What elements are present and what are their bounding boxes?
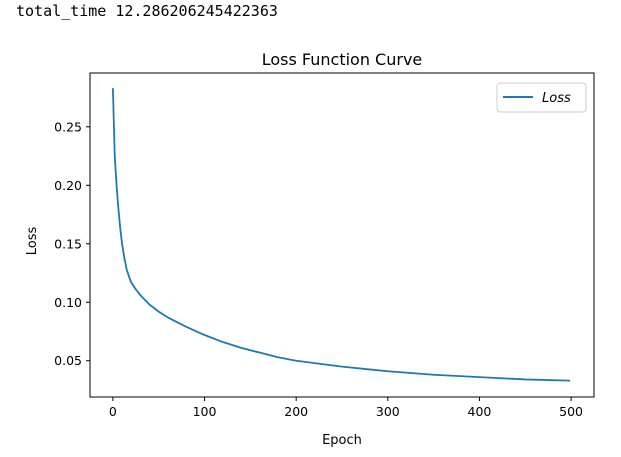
cell-output-text: total_time 12.286206245422363 <box>16 2 278 20</box>
y-axis-label: Loss <box>25 227 40 256</box>
y-axis-ticks: 0.05 0.10 0.15 0.20 0.25 <box>54 119 90 368</box>
legend-label-loss: Loss <box>542 91 571 106</box>
loss-series-line <box>112 88 571 382</box>
x-tick-label: 100 <box>193 404 217 419</box>
x-tick-label: 400 <box>468 404 492 419</box>
y-tick-label: 0.05 <box>54 353 82 368</box>
plot-area <box>89 72 595 398</box>
y-tick-label: 0.10 <box>54 295 82 310</box>
y-tick-label: 0.20 <box>54 178 82 193</box>
x-tick-label: 500 <box>559 404 583 419</box>
x-tick-label: 300 <box>376 404 400 419</box>
y-tick-label: 0.15 <box>54 236 82 251</box>
legend: Loss <box>496 82 587 113</box>
total-time-value: 12.286206245422363 <box>115 2 278 20</box>
chart-title: Loss Function Curve <box>262 50 423 69</box>
x-tick-label: 200 <box>284 404 308 419</box>
x-axis-ticks: 0 100 200 300 400 500 <box>109 397 583 419</box>
legend-box <box>496 82 587 113</box>
total-time-label: total_time <box>16 2 107 20</box>
x-tick-label: 0 <box>109 404 117 419</box>
y-tick-label: 0.25 <box>54 119 82 134</box>
x-axis-label: Epoch <box>322 433 362 448</box>
